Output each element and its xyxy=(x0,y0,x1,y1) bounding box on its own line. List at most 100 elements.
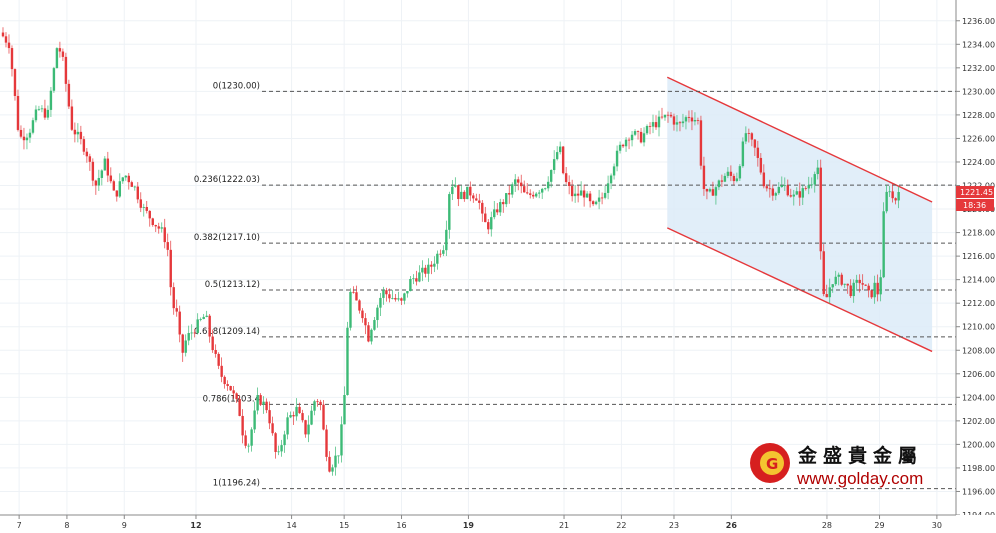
candle-body xyxy=(70,106,74,130)
candle-body xyxy=(157,226,160,229)
y-tick-label: 1234.00 xyxy=(962,40,995,49)
candle-body xyxy=(187,333,190,341)
candle-body xyxy=(256,395,259,411)
candle-body xyxy=(355,292,358,301)
candle-body xyxy=(97,177,101,186)
candle-body xyxy=(723,175,727,182)
candle-body xyxy=(534,193,538,197)
candle-body xyxy=(451,186,454,195)
candle-body xyxy=(340,424,343,456)
candle-body xyxy=(675,122,679,125)
channel-upper-line xyxy=(666,76,933,203)
candle-body xyxy=(241,415,244,436)
candle-body xyxy=(561,146,565,174)
candle-body xyxy=(208,315,211,337)
candle-body xyxy=(106,158,110,176)
x-tick-label: 16 xyxy=(396,521,406,530)
candle-body xyxy=(271,423,274,434)
candle-body xyxy=(765,186,769,189)
candle-body xyxy=(531,194,535,197)
x-tick-label: 9 xyxy=(122,521,127,530)
x-tick-label: 22 xyxy=(616,521,626,530)
candle-body xyxy=(232,390,235,394)
candle-body xyxy=(76,131,80,135)
candle-body xyxy=(798,191,801,198)
candle-body xyxy=(82,139,86,152)
y-tick-label: 1218.00 xyxy=(962,229,995,238)
candle-body xyxy=(537,192,541,194)
candle-body xyxy=(837,274,840,277)
candle-body xyxy=(735,178,739,182)
candle-body xyxy=(454,185,457,187)
candle-body xyxy=(717,180,721,188)
fib-level-label: 0.618(1209.14) xyxy=(194,327,260,337)
candle-body xyxy=(10,48,14,70)
candle-body xyxy=(846,283,849,286)
candle-body xyxy=(436,253,439,264)
x-tick-label: 12 xyxy=(190,521,201,530)
candle-body xyxy=(475,198,478,201)
candle-body xyxy=(627,139,631,141)
candle-body xyxy=(651,122,655,127)
last-price-tag: 1221.45 18:36 xyxy=(956,185,994,211)
candle-body xyxy=(636,131,640,132)
candle-body xyxy=(582,190,586,198)
candle-body xyxy=(19,129,23,137)
candle-body xyxy=(738,166,742,179)
y-tick-label: 1228.00 xyxy=(962,111,995,120)
candle-body xyxy=(238,399,241,416)
candle-body xyxy=(472,195,475,199)
candle-body xyxy=(831,284,834,288)
candle-body xyxy=(804,188,807,189)
candle-body xyxy=(502,202,505,205)
candle-body xyxy=(460,191,463,200)
candle-body xyxy=(61,51,65,57)
candle-body xyxy=(250,429,253,446)
candle-body xyxy=(514,179,517,185)
candle-body xyxy=(127,175,131,183)
logo-mark-inner xyxy=(760,451,784,475)
candle-body xyxy=(415,278,418,282)
candle-body xyxy=(244,435,247,446)
brand-url: www.golday.com xyxy=(796,469,923,488)
candle-body xyxy=(666,114,670,116)
candle-body xyxy=(40,108,44,110)
candle-body xyxy=(268,410,271,424)
x-axis: 7 8 9 12 14 15 16 19 21 22 23 26 28 29 30 xyxy=(0,514,996,533)
candle-body xyxy=(573,193,577,197)
candle-body xyxy=(412,278,415,280)
candle-body xyxy=(493,209,496,218)
candle-body xyxy=(226,384,229,387)
candle-body xyxy=(397,298,400,300)
y-tick-label: 1208.00 xyxy=(962,346,995,355)
candle-body xyxy=(316,401,319,403)
candle-body xyxy=(37,108,41,110)
candle-body xyxy=(439,253,442,255)
candle-body xyxy=(795,191,798,195)
candle-body xyxy=(172,287,175,309)
candle-body xyxy=(109,175,113,182)
candle-body xyxy=(379,297,382,308)
candle-body xyxy=(882,211,885,278)
candle-body xyxy=(711,189,715,196)
candle-body xyxy=(4,36,8,43)
candle-body xyxy=(708,189,712,192)
candle-body xyxy=(744,133,748,142)
candle-body xyxy=(295,406,298,417)
candle-body xyxy=(466,186,469,200)
candle-body xyxy=(196,319,199,334)
candle-body xyxy=(732,175,736,182)
candle-body xyxy=(894,198,897,201)
candle-body xyxy=(780,185,784,187)
candle-body xyxy=(496,209,499,213)
candle-body xyxy=(352,291,355,293)
candle-body xyxy=(190,332,193,334)
candle-body xyxy=(169,249,172,288)
candle-body xyxy=(166,242,169,250)
y-tick-label: 1214.00 xyxy=(962,276,995,285)
candle-body xyxy=(343,395,346,425)
candle-body xyxy=(112,181,116,191)
candle-body xyxy=(286,417,289,435)
candle-body xyxy=(214,350,217,354)
